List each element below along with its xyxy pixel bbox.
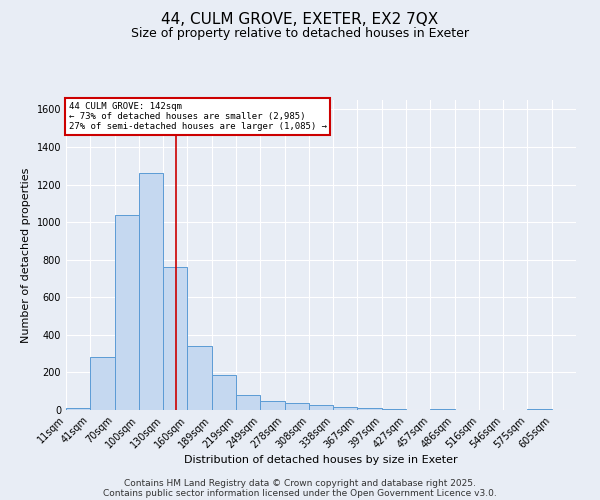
Text: Contains HM Land Registry data © Crown copyright and database right 2025.: Contains HM Land Registry data © Crown c… <box>124 478 476 488</box>
Bar <box>309 406 333 410</box>
Bar <box>139 174 163 410</box>
Bar <box>90 358 115 410</box>
Bar <box>358 408 382 410</box>
Bar <box>260 401 284 410</box>
Text: 44 CULM GROVE: 142sqm
← 73% of detached houses are smaller (2,985)
27% of semi-d: 44 CULM GROVE: 142sqm ← 73% of detached … <box>68 102 326 132</box>
X-axis label: Distribution of detached houses by size in Exeter: Distribution of detached houses by size … <box>184 456 458 466</box>
Bar <box>382 409 406 410</box>
Bar <box>212 375 236 410</box>
Text: 44, CULM GROVE, EXETER, EX2 7QX: 44, CULM GROVE, EXETER, EX2 7QX <box>161 12 439 28</box>
Text: Size of property relative to detached houses in Exeter: Size of property relative to detached ho… <box>131 28 469 40</box>
Bar <box>527 409 552 410</box>
Y-axis label: Number of detached properties: Number of detached properties <box>21 168 31 342</box>
Bar <box>430 409 455 410</box>
Bar <box>66 408 90 410</box>
Bar <box>236 395 260 410</box>
Bar <box>187 346 212 410</box>
Bar <box>115 214 139 410</box>
Bar <box>163 267 187 410</box>
Text: Contains public sector information licensed under the Open Government Licence v3: Contains public sector information licen… <box>103 488 497 498</box>
Bar <box>333 407 358 410</box>
Bar <box>284 403 309 410</box>
